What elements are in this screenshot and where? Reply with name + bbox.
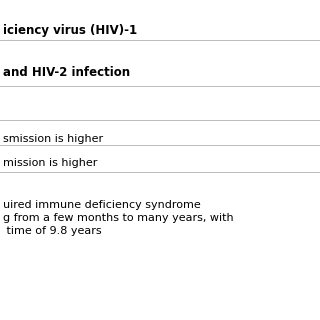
Text: and HIV-2 infection: and HIV-2 infection <box>3 66 130 79</box>
Text: smission is higher: smission is higher <box>3 134 103 144</box>
Text: mission is higher: mission is higher <box>3 158 97 168</box>
Text: uired immune deficiency syndrome
g from a few months to many years, with
 time o: uired immune deficiency syndrome g from … <box>3 200 234 236</box>
Text: iciency virus (HIV)-1: iciency virus (HIV)-1 <box>3 24 137 37</box>
